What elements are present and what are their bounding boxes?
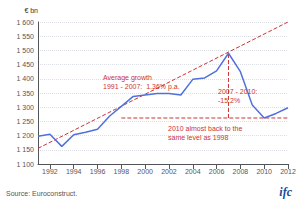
svg-text:1 600: 1 600 [16, 19, 34, 26]
svg-text:2002: 2002 [161, 168, 177, 175]
svg-text:1991 - 2007: 1.36% p.a.: 1991 - 2007: 1.36% p.a. [103, 83, 180, 91]
svg-text:1 500: 1 500 [16, 47, 34, 54]
svg-text:1 100: 1 100 [16, 161, 34, 168]
svg-text:1996: 1996 [90, 168, 106, 175]
svg-text:1 200: 1 200 [16, 132, 34, 139]
svg-text:-15.2%: -15.2% [218, 97, 240, 104]
svg-text:€ bn: € bn [24, 7, 38, 14]
svg-text:2007 - 2010:: 2007 - 2010: [218, 88, 257, 95]
svg-text:1 350: 1 350 [16, 90, 34, 97]
svg-text:1994: 1994 [66, 168, 82, 175]
svg-text:2010 almost back to the: 2010 almost back to the [168, 125, 242, 132]
svg-text:1 400: 1 400 [16, 75, 34, 82]
svg-text:1 250: 1 250 [16, 118, 34, 125]
svg-text:same level as 1998: same level as 1998 [168, 134, 228, 141]
svg-text:1 150: 1 150 [16, 146, 34, 153]
svg-text:ifc: ifc [279, 185, 292, 199]
svg-text:2012: 2012 [280, 168, 296, 175]
svg-text:Average growth: Average growth [103, 74, 152, 82]
svg-text:Source: Euroconstruct.: Source: Euroconstruct. [6, 190, 77, 197]
svg-text:2004: 2004 [185, 168, 201, 175]
svg-text:2008: 2008 [233, 168, 249, 175]
svg-text:2000: 2000 [137, 168, 153, 175]
svg-text:1992: 1992 [42, 168, 58, 175]
svg-text:2006: 2006 [209, 168, 225, 175]
svg-text:1 300: 1 300 [16, 104, 34, 111]
svg-text:1 550: 1 550 [16, 33, 34, 40]
svg-text:1998: 1998 [114, 168, 130, 175]
svg-text:1 450: 1 450 [16, 61, 34, 68]
svg-text:2010: 2010 [256, 168, 272, 175]
